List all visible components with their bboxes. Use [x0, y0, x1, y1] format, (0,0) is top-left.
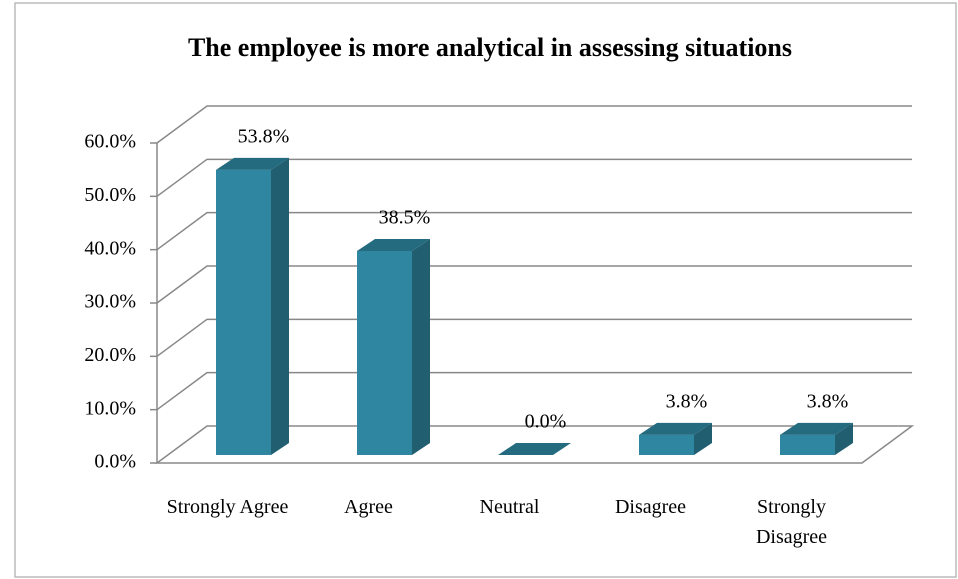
bar-top	[780, 422, 853, 435]
grid-line	[156, 158, 912, 197]
value-label: 3.8%	[666, 390, 708, 412]
bar	[357, 250, 412, 455]
floor	[154, 425, 915, 464]
chart-title: The employee is more analytical in asses…	[188, 33, 792, 62]
grid-line	[156, 211, 912, 251]
x-tick-label: Agree	[344, 496, 393, 518]
bar-top	[216, 157, 289, 170]
y-tick-label: 60.0%	[84, 131, 136, 153]
bar-side	[694, 422, 712, 455]
value-label: 3.8%	[807, 390, 849, 412]
y-tick-label: 50.0%	[84, 184, 136, 206]
bar	[780, 434, 835, 455]
chart-frame	[14, 2, 957, 578]
value-label: 0.0%	[525, 411, 567, 433]
grid-line	[156, 318, 912, 357]
bar-top	[639, 422, 712, 435]
y-tick-label: 30.0%	[84, 291, 136, 313]
bar	[639, 434, 694, 455]
y-tick-label: 10.0%	[84, 397, 136, 419]
grid-line	[156, 371, 912, 411]
x-tick-label: Disagree	[614, 496, 687, 518]
grid-line	[156, 105, 912, 144]
bar	[216, 169, 271, 456]
grid-line	[156, 265, 912, 304]
value-label: 53.8%	[238, 125, 290, 147]
y-tick-label: 40.0%	[84, 237, 136, 259]
x-tick-label: Strongly Agree	[166, 496, 289, 518]
bar-top	[357, 238, 430, 251]
y-tick-label: 20.0%	[84, 344, 136, 366]
bar-top	[498, 443, 571, 455]
value-label: 38.5%	[379, 207, 431, 229]
bar-side	[271, 157, 289, 456]
x-tick-label: Strongly Disagree	[755, 496, 828, 548]
x-tick-label: Neutral	[479, 496, 540, 518]
bar-side	[835, 422, 853, 455]
y-tick-label: 0.0%	[94, 451, 136, 473]
bar-side	[412, 238, 430, 455]
